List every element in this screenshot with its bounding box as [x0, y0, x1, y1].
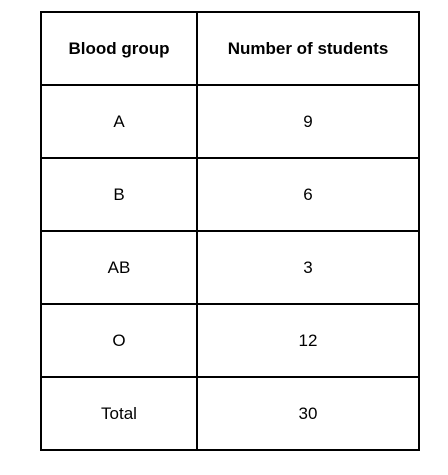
cell-blood-group: B: [40, 157, 198, 232]
cell-student-count: 6: [196, 157, 420, 232]
blood-group-table-container: Blood group Number of students A 9 B 6 A…: [40, 11, 420, 451]
table-row: O 12: [40, 303, 420, 378]
cell-student-count: 9: [196, 84, 420, 159]
cell-blood-group: AB: [40, 230, 198, 305]
cell-student-count: 3: [196, 230, 420, 305]
table-total-row: Total 30: [40, 376, 420, 451]
cell-total-label: Total: [40, 376, 198, 451]
table-row: A 9: [40, 84, 420, 159]
cell-student-count: 12: [196, 303, 420, 378]
cell-blood-group: O: [40, 303, 198, 378]
cell-total-count: 30: [196, 376, 420, 451]
cell-blood-group: A: [40, 84, 198, 159]
blood-group-table: Blood group Number of students A 9 B 6 A…: [40, 11, 420, 451]
table-header-row: Blood group Number of students: [40, 11, 420, 86]
header-number-of-students: Number of students: [196, 11, 420, 86]
table-row: AB 3: [40, 230, 420, 305]
header-blood-group: Blood group: [40, 11, 198, 86]
table-row: B 6: [40, 157, 420, 232]
